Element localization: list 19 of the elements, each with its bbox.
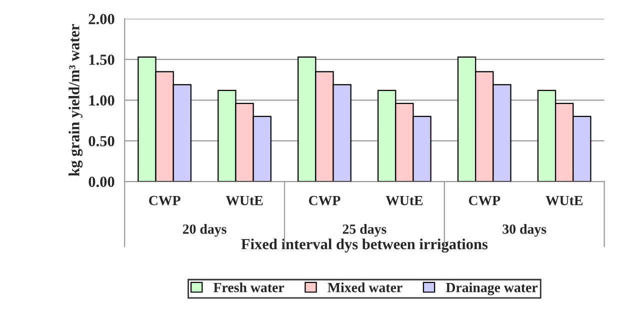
text: 25 days	[342, 224, 386, 237]
text: 20 days	[182, 224, 226, 237]
y-tick-label: 2.00	[88, 14, 114, 24]
x-tick-label: WUtE	[386, 196, 423, 206]
x-axis-title: Fixed interval dys between irrigations	[241, 238, 488, 253]
y-tick-label: 0.00	[88, 176, 114, 188]
x-tick-label: WUtE	[546, 196, 583, 206]
x-tick-label: CWP	[149, 196, 180, 206]
y-tick-label: 1.50	[89, 54, 114, 65]
legend-label: Drainage water	[446, 282, 538, 296]
x-tick-label: CWP	[468, 196, 500, 206]
y-axis-title: kg grain yield/m³ water	[68, 24, 83, 176]
x-tick-label: WUtE	[226, 196, 263, 206]
legend-label: Fresh water	[214, 282, 284, 292]
x-tick-label: CWP	[308, 196, 340, 206]
text: 30 days	[502, 224, 546, 237]
y-tick-label: 1.00	[89, 95, 114, 106]
y-tick-label: 0.50	[88, 136, 114, 146]
legend-label: Mixed water	[328, 282, 402, 292]
